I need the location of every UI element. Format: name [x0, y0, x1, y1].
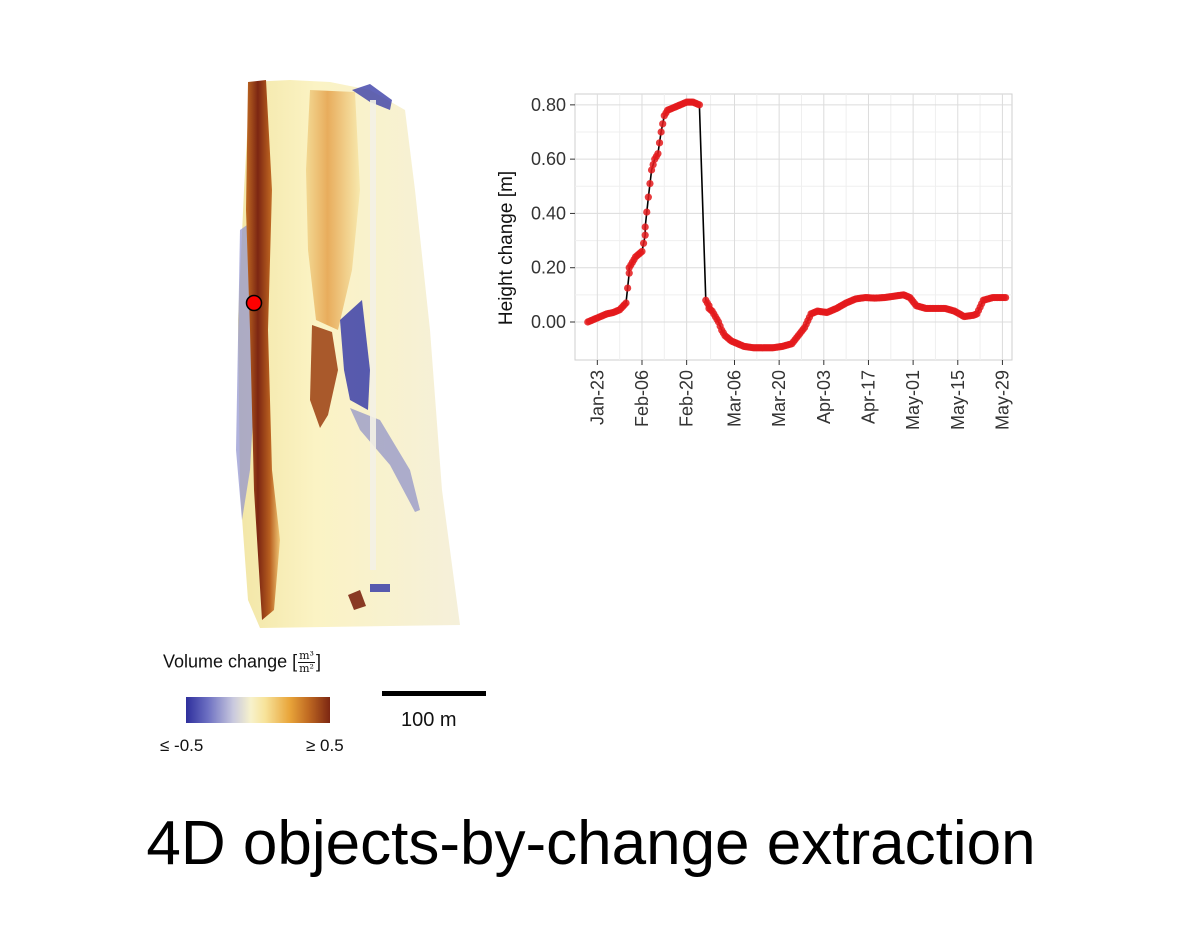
y-axis-label: Height change [m]	[496, 171, 517, 325]
data-point	[646, 179, 654, 188]
y-tick-label: 0.20	[531, 258, 566, 278]
plot-border	[574, 93, 1013, 361]
height-change-chart: 0.00 0.20 0.40 0.60 0.80 Jan-23 Feb-06 Feb-20 M…	[496, 93, 1013, 430]
legend-min-label: ≤ -0.5	[160, 736, 204, 755]
data-point	[1002, 293, 1010, 302]
x-tick-label: Apr-17	[858, 370, 878, 424]
data-point	[641, 223, 649, 231]
x-tick-label: May-29	[992, 370, 1012, 430]
data-point	[655, 139, 664, 147]
x-tick-label: Apr-03	[814, 370, 834, 424]
y-tick-label: 0.40	[531, 203, 566, 223]
data-point	[644, 193, 652, 201]
y-tick-label: 0.00	[531, 312, 566, 332]
legend-colorbar	[186, 697, 330, 723]
data-point	[641, 231, 649, 239]
x-tick-label: Mar-20	[769, 370, 789, 427]
volume-change-map	[236, 80, 460, 628]
data-point	[654, 150, 662, 158]
x-tick-label: May-01	[903, 370, 923, 430]
legend-title-text: Volume change [	[163, 651, 298, 672]
scale-bar	[382, 691, 486, 696]
data-point	[657, 128, 665, 136]
plot-panel	[574, 93, 1013, 361]
legend-unit-denominator: m²	[299, 662, 314, 675]
grid-lines	[575, 94, 1012, 360]
series-height-change	[584, 98, 1010, 352]
x-tick-label: Feb-06	[632, 370, 652, 427]
data-point	[625, 269, 633, 277]
data-point	[639, 239, 648, 247]
data-point	[647, 166, 656, 174]
x-tick-label: Feb-20	[677, 370, 697, 427]
data-point	[638, 247, 646, 256]
y-axis-ticks: 0.00 0.20 0.40 0.60 0.80	[531, 95, 575, 332]
y-tick-label: 0.80	[531, 95, 566, 115]
legend-unit-fraction: m³ m²	[298, 650, 315, 675]
figure-caption: 4D objects-by-change extraction	[146, 809, 1036, 878]
data-point	[695, 101, 704, 109]
data-point	[622, 299, 630, 307]
x-tick-label: May-15	[948, 370, 968, 430]
map-background-strip	[236, 80, 460, 628]
y-tick-label: 0.60	[531, 149, 566, 169]
legend-title-close: ]	[315, 651, 321, 672]
legend-unit-numerator: m³	[298, 649, 315, 663]
data-point	[624, 284, 632, 292]
legend-title: Volume change [m³ m²]	[163, 650, 321, 675]
location-marker	[245, 294, 263, 312]
legend-max-label: ≥ 0.5	[306, 736, 344, 755]
data-point	[659, 120, 667, 128]
x-tick-label: Jan-23	[587, 370, 607, 425]
data-point	[649, 160, 657, 169]
scale-bar-label: 100 m	[401, 709, 457, 731]
x-tick-label: Mar-06	[724, 370, 744, 427]
data-point	[643, 208, 651, 216]
x-axis-ticks: Jan-23 Feb-06 Feb-20 Mar-06 Mar-20 Apr-03 Apr-…	[587, 360, 1012, 430]
